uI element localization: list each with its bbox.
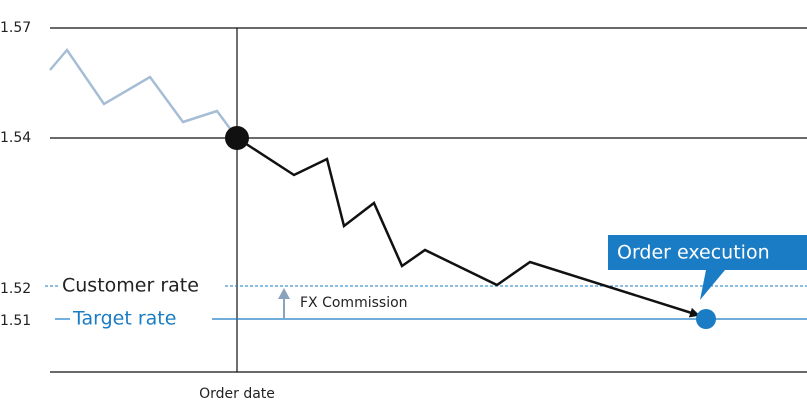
order-point — [225, 126, 249, 150]
commission-arrow-head — [278, 288, 290, 299]
target-rate-label: Target rate — [72, 308, 176, 330]
commission-label: FX Commission — [300, 295, 408, 311]
y-tick-label: 1.52 — [0, 281, 31, 297]
callout-label: Order execution — [617, 242, 770, 264]
x-axis-label: Order date — [199, 386, 275, 402]
history-line — [49, 47, 239, 139]
y-tick-label: 1.57 — [0, 20, 31, 36]
y-tick-label: 1.51 — [0, 313, 31, 329]
execution-point — [696, 309, 716, 329]
customer-rate-label: Customer rate — [62, 275, 199, 297]
callout-box — [608, 235, 807, 300]
rate-path — [236, 136, 700, 318]
y-tick-label: 1.54 — [0, 130, 31, 146]
